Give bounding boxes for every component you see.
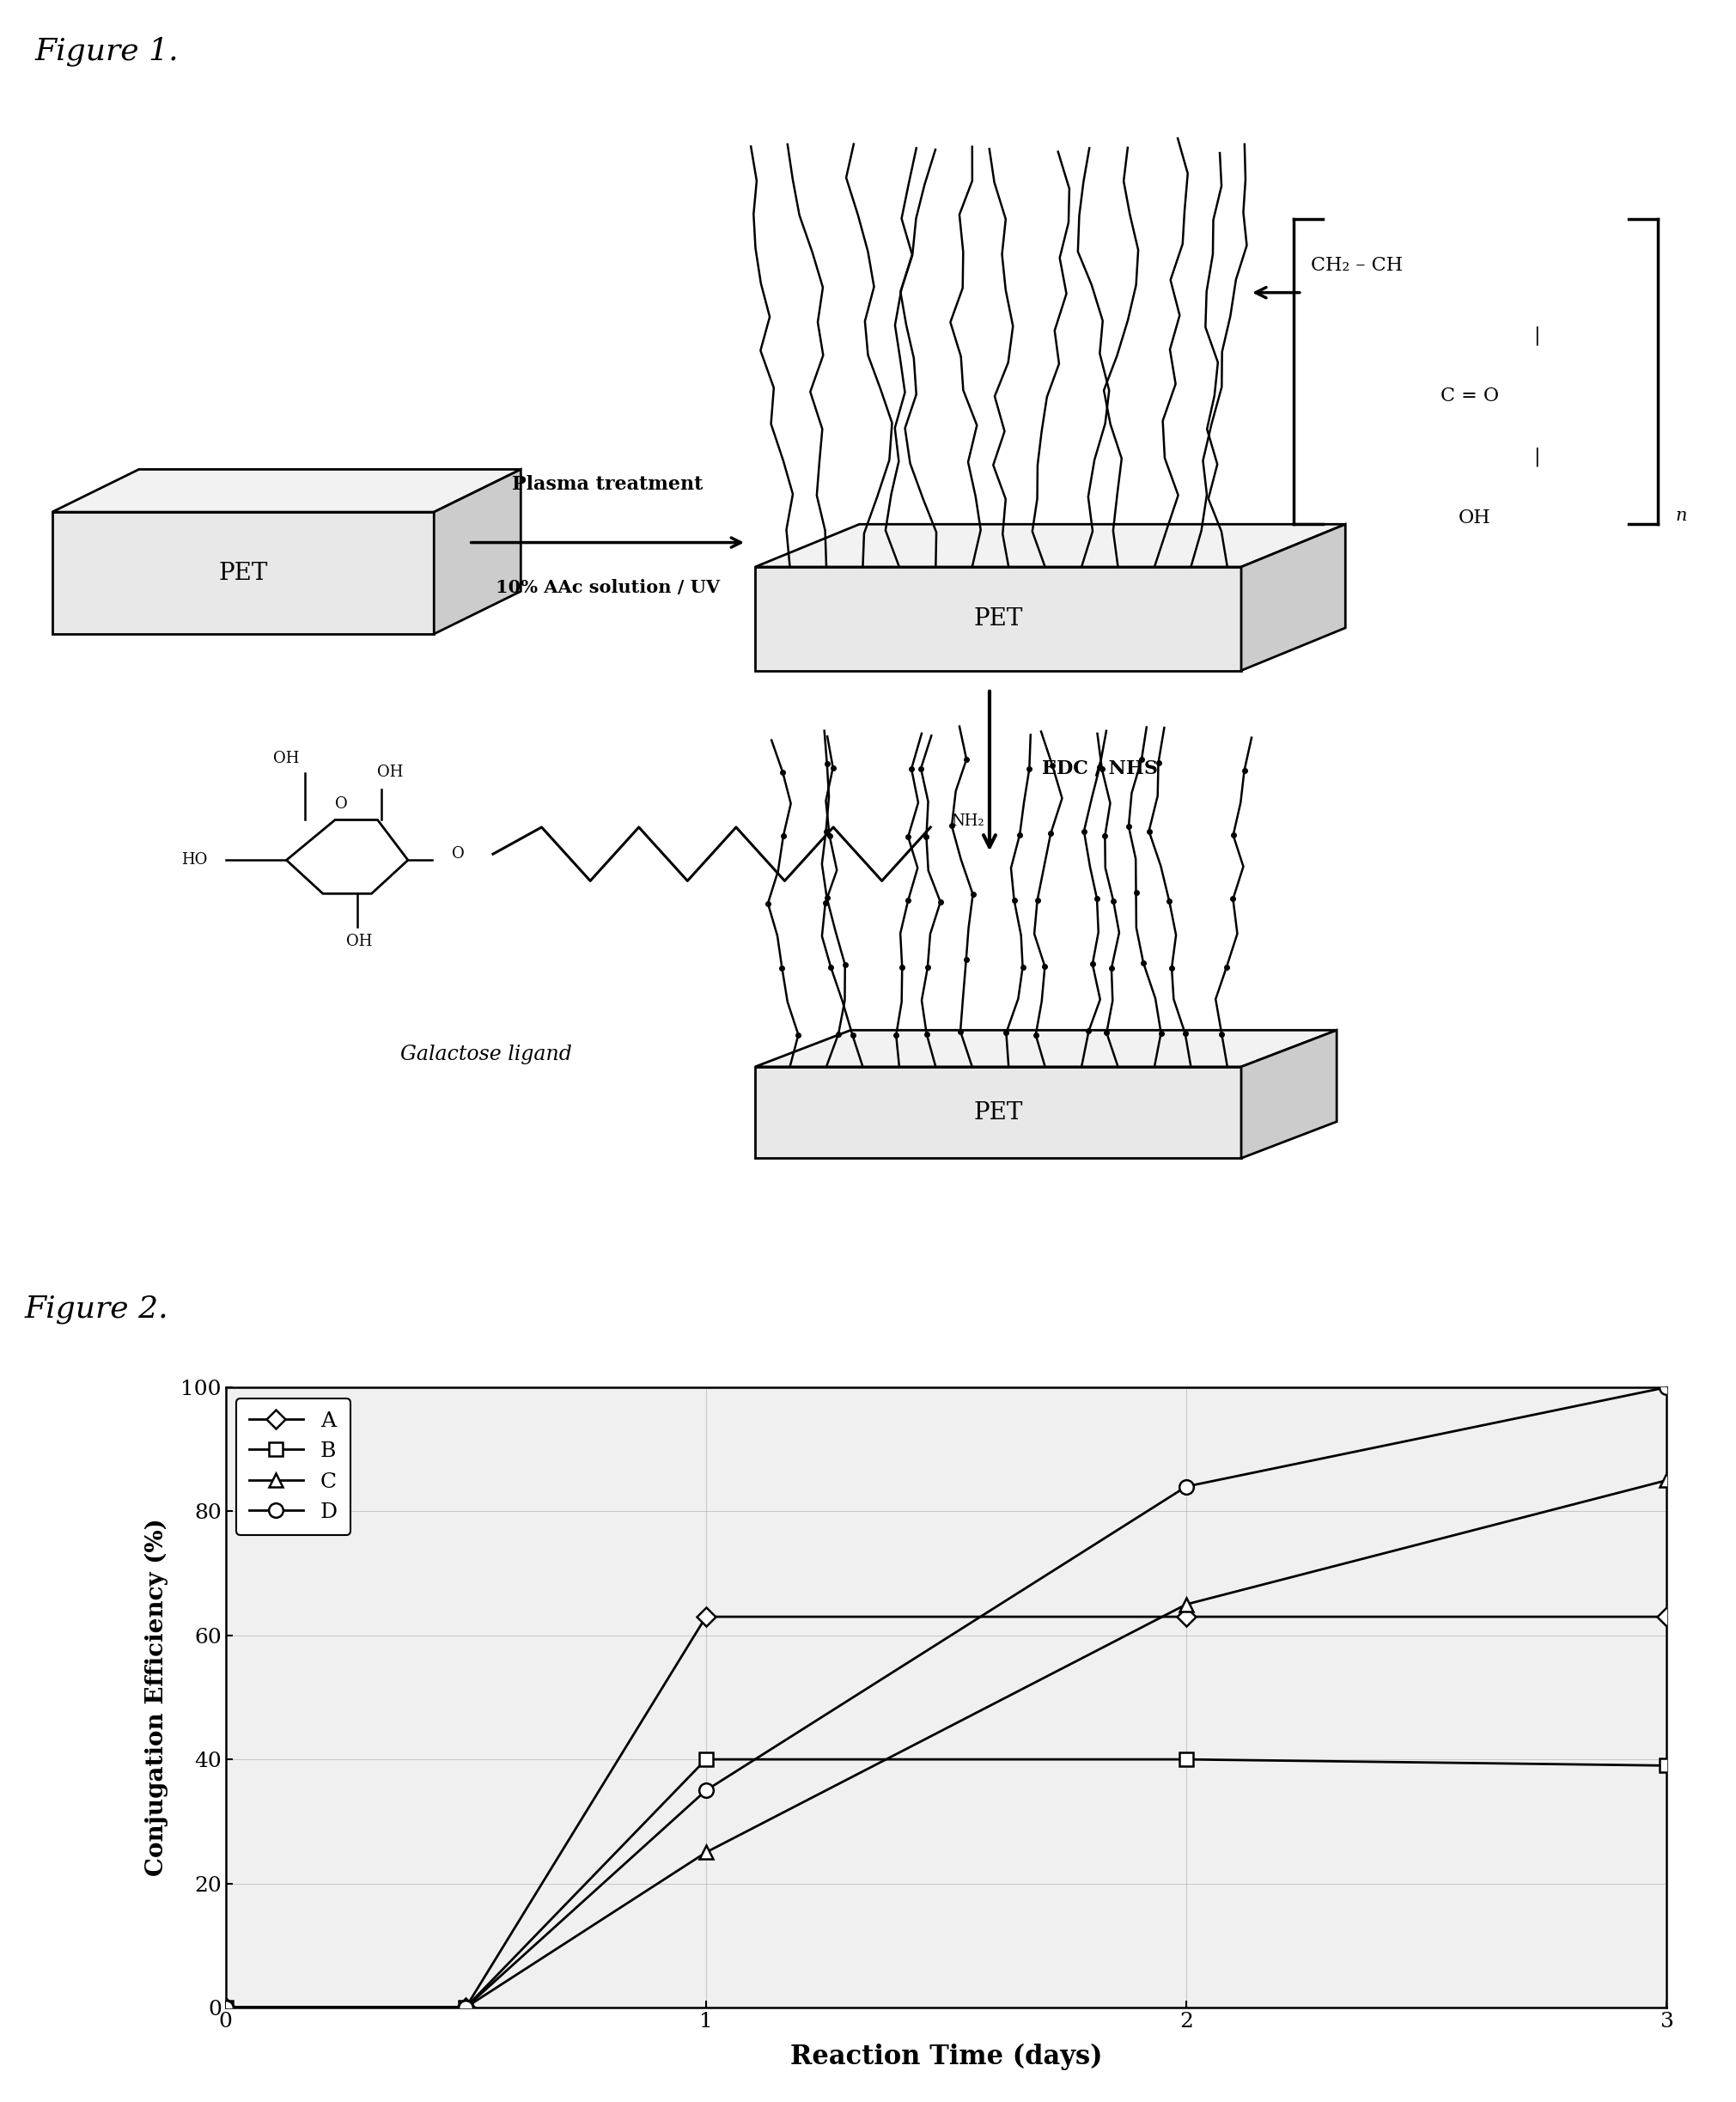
Legend: A, B, C, D: A, B, C, D: [236, 1398, 351, 1534]
Text: PET: PET: [219, 561, 267, 584]
Polygon shape: [52, 469, 521, 513]
Text: Figure 1.: Figure 1.: [35, 36, 179, 65]
Text: CH₂ – CH: CH₂ – CH: [1311, 256, 1403, 275]
Text: Figure 2.: Figure 2.: [24, 1295, 168, 1324]
Text: C = O: C = O: [1441, 387, 1500, 406]
Text: OH: OH: [1458, 509, 1491, 528]
Text: |: |: [1533, 326, 1540, 345]
Polygon shape: [755, 1068, 1241, 1158]
Polygon shape: [1241, 523, 1345, 671]
Text: 10% AAc solution / UV: 10% AAc solution / UV: [495, 578, 720, 597]
Text: Plasma treatment: Plasma treatment: [512, 475, 703, 494]
Polygon shape: [434, 469, 521, 635]
Polygon shape: [755, 523, 1345, 568]
Text: PET: PET: [974, 1101, 1023, 1125]
Text: NH₂: NH₂: [951, 813, 984, 828]
Polygon shape: [52, 513, 434, 635]
Polygon shape: [1241, 1030, 1337, 1158]
Text: HO: HO: [181, 853, 208, 868]
Polygon shape: [286, 820, 408, 893]
Y-axis label: Conjugation Efficiency (%): Conjugation Efficiency (%): [146, 1518, 168, 1877]
Polygon shape: [755, 1030, 1337, 1068]
Text: OH: OH: [273, 750, 300, 767]
Polygon shape: [755, 568, 1241, 671]
Text: Galactose ligand: Galactose ligand: [401, 1045, 571, 1064]
Text: |: |: [1533, 448, 1540, 467]
X-axis label: Reaction Time (days): Reaction Time (days): [790, 2043, 1102, 2070]
Text: O: O: [335, 797, 347, 811]
Text: PET: PET: [974, 607, 1023, 631]
Text: O: O: [451, 847, 465, 862]
Text: EDC / NHS: EDC / NHS: [1042, 759, 1158, 778]
Text: OH: OH: [345, 933, 373, 950]
Text: OH: OH: [377, 765, 403, 780]
Text: n: n: [1675, 509, 1687, 523]
